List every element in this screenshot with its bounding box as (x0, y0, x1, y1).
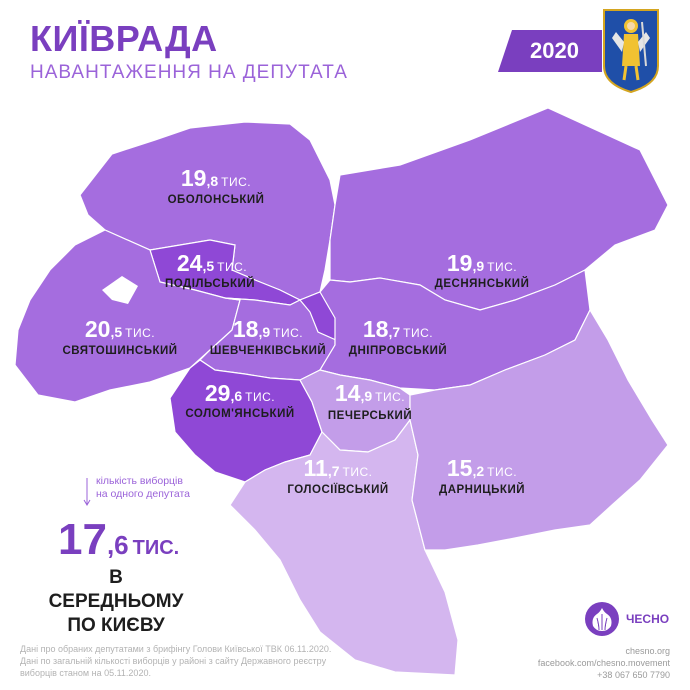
average-value: 17,6 ТИС. (58, 515, 180, 564)
kyiv-coat-of-arms-icon (603, 9, 659, 94)
dniprovskyi-label: ДНІПРОВСЬКИЙ (348, 345, 448, 357)
desnianskyi-value: 19,9 ТИС. (446, 250, 518, 276)
facebook-link[interactable]: facebook.com/chesno.movement (537, 658, 670, 668)
district-sviatoshynskyi (14, 229, 241, 403)
pecherskyi-label: ПЕЧЕРСЬКИЙ (327, 410, 413, 422)
page-title: КИЇВРАДА (30, 18, 218, 59)
average-caption-line-2: ПО КИЄВУ (67, 615, 165, 636)
average-note-line-1: кількість виборців (96, 475, 183, 487)
podilskyi-label: ПОДІЛЬСЬКИЙ (164, 278, 256, 290)
pecherskyi-value: 14,9 ТИС. (334, 380, 406, 406)
desnianskyi-label: ДЕСНЯНСЬКИЙ (434, 278, 530, 290)
district-sviatoshynskyi-enclave (102, 276, 138, 304)
podilskyi-value: 24,5 ТИС. (176, 250, 248, 276)
holosiivskyi-value: 11,7 ТИС. (303, 455, 373, 481)
obolonskyi-value: 19,8 ТИС. (180, 165, 252, 191)
holosiivskyi-label: ГОЛОСІЇВСЬКИЙ (287, 484, 389, 496)
year-label: 2020 (530, 38, 579, 63)
site-link[interactable]: chesno.org (625, 646, 670, 656)
obolonskyi-label: ОБОЛОНСЬКИЙ (167, 194, 265, 206)
darnytskyi-label: ДАРНИЦЬКИЙ (439, 484, 525, 496)
chesno-brand-name: ЧЕСНО (626, 612, 670, 626)
average-note: кількість виборців на одного депутата (96, 475, 226, 501)
page-subtitle: НАВАНТАЖЕННЯ НА ДЕПУТАТА (30, 62, 348, 83)
average-caption: В СЕРЕДНЬОМУ ПО КИЄВУ (46, 566, 186, 638)
source-note-line-3: виборців станом на 05.11.2020. (20, 668, 151, 678)
average-caption-line-1: В СЕРЕДНЬОМУ (48, 567, 184, 612)
dniprovskyi-value: 18,7 ТИС. (362, 316, 434, 342)
shevchenkivskyi-label: ШЕВЧЕНКІВСЬКИЙ (209, 345, 327, 357)
chesno-garlic-logo-icon (585, 602, 619, 636)
sviatoshynskyi-value: 20,5 ТИС. (84, 316, 156, 342)
source-note-line-1: Дані про обраних депутатами з брифінгу Г… (20, 644, 332, 654)
shevchenkivskyi-value: 18,9 ТИС. (232, 316, 304, 342)
solomianskyi-value: 29,6 ТИС. (204, 380, 276, 406)
district-darnytskyi (409, 308, 669, 551)
phone-number: +38 067 650 7790 (597, 670, 670, 680)
year-banner (498, 30, 602, 72)
solomianskyi-label: СОЛОМ'ЯНСЬКИЙ (185, 408, 295, 420)
sviatoshynskyi-label: СВЯТОШИНСЬКИЙ (62, 345, 178, 357)
source-note-line-2: Дані по загальній кількості виборців у р… (20, 656, 327, 666)
darnytskyi-value: 15,2 ТИС. (446, 455, 518, 481)
average-note-line-2: на одного депутата (96, 488, 191, 500)
down-arrow-icon (83, 478, 91, 506)
